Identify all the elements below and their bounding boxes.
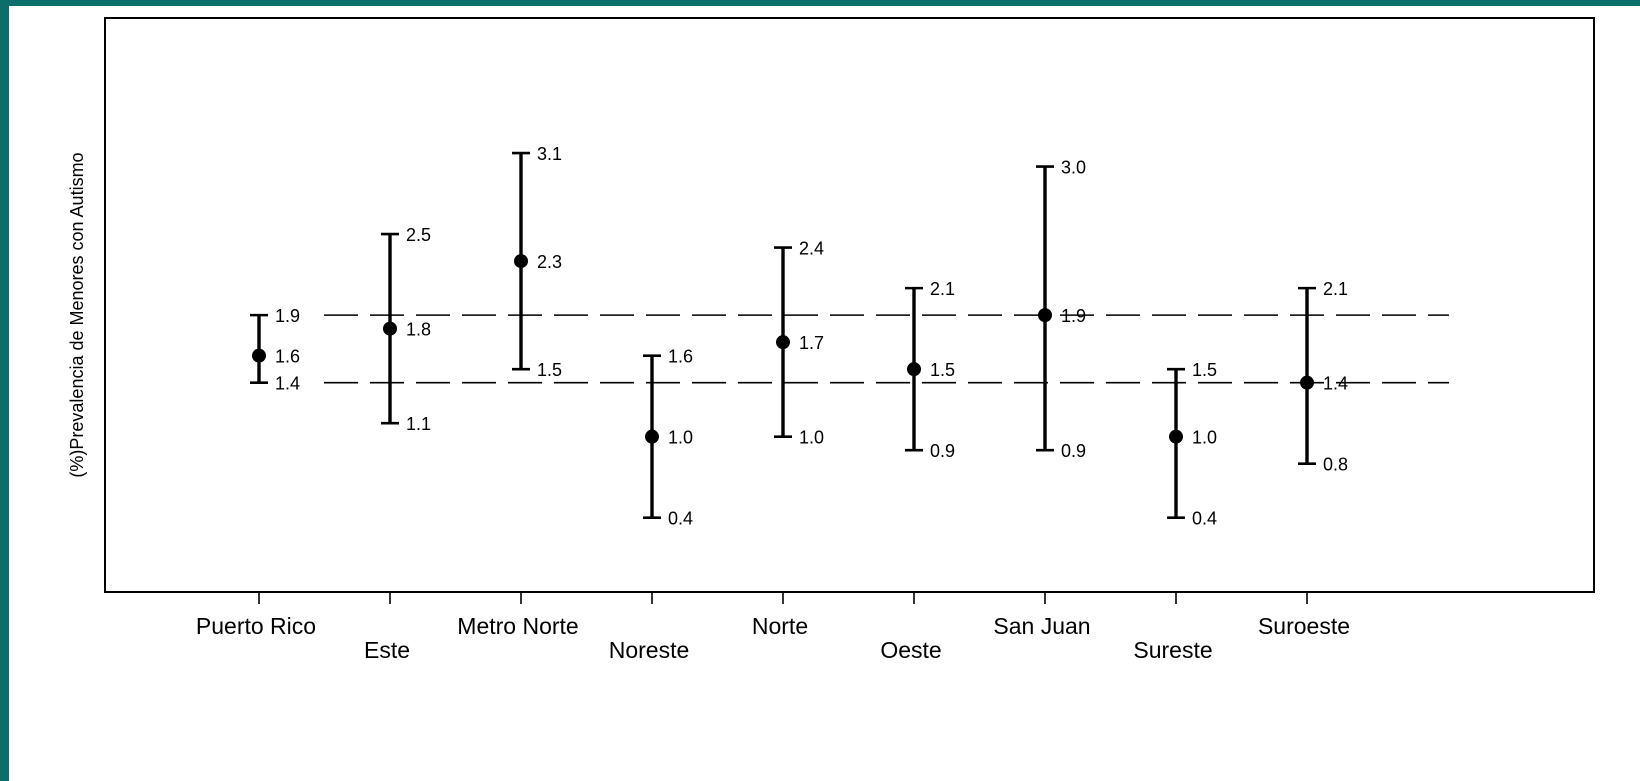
lower-value-label: 1.0 [799, 428, 824, 448]
upper-value-label: 1.6 [668, 347, 693, 367]
x-tick-label: Norte [752, 613, 808, 639]
y-axis-label: (%)Prevalencia de Menores con Autismo [67, 152, 87, 477]
estimate-point [1300, 375, 1314, 390]
estimate-point [645, 429, 659, 444]
x-tick-label: San Juan [993, 613, 1090, 639]
plot-frame [104, 17, 1595, 593]
upper-value-label: 3.1 [537, 144, 562, 164]
lower-value-label: 0.4 [1192, 509, 1217, 529]
estimate-value-label: 1.4 [1323, 374, 1348, 394]
estimate-value-label: 2.3 [537, 252, 562, 272]
lower-value-label: 1.1 [406, 414, 431, 434]
upper-value-label: 2.4 [799, 239, 824, 259]
estimate-value-label: 1.0 [1192, 428, 1217, 448]
estimate-value-label: 1.0 [668, 428, 693, 448]
estimate-point [514, 254, 528, 269]
estimate-point [776, 335, 790, 350]
x-tick-label: Este [364, 637, 410, 663]
x-tick-label: Noreste [609, 637, 690, 663]
lower-value-label: 0.8 [1323, 455, 1348, 475]
estimate-value-label: 1.5 [930, 360, 955, 380]
lower-value-label: 0.4 [668, 509, 693, 529]
x-tick-label: Sureste [1133, 637, 1212, 663]
upper-value-label: 2.1 [930, 279, 955, 299]
upper-value-label: 3.0 [1061, 158, 1086, 178]
upper-value-label: 2.1 [1323, 279, 1348, 299]
slide: (%)Prevalencia de Menores con Autismo 1.9… [9, 6, 1640, 781]
estimate-point [383, 321, 397, 336]
estimate-point [907, 362, 921, 377]
upper-value-label: 2.5 [406, 225, 431, 245]
x-tick-label: Suroeste [1258, 613, 1350, 639]
x-tick-label: Oeste [880, 637, 941, 663]
estimate-value-label: 1.9 [1061, 306, 1086, 326]
x-tick-label: Puerto Rico [196, 613, 316, 639]
estimate-point [1038, 308, 1052, 323]
estimate-point [252, 348, 266, 363]
estimate-value-label: 1.7 [799, 333, 824, 353]
estimate-point [1169, 429, 1183, 444]
lower-value-label: 0.9 [1061, 441, 1086, 461]
estimate-value-label: 1.8 [406, 320, 431, 340]
upper-value-label: 1.5 [1192, 360, 1217, 380]
lower-value-label: 0.9 [930, 441, 955, 461]
upper-value-label: 1.9 [275, 306, 300, 326]
lower-value-label: 1.5 [537, 360, 562, 380]
x-tick-label: Metro Norte [457, 613, 578, 639]
estimate-value-label: 1.6 [275, 347, 300, 367]
error-bar-chart: (%)Prevalencia de Menores con Autismo 1.9… [67, 17, 1595, 663]
lower-value-label: 1.4 [275, 374, 300, 394]
